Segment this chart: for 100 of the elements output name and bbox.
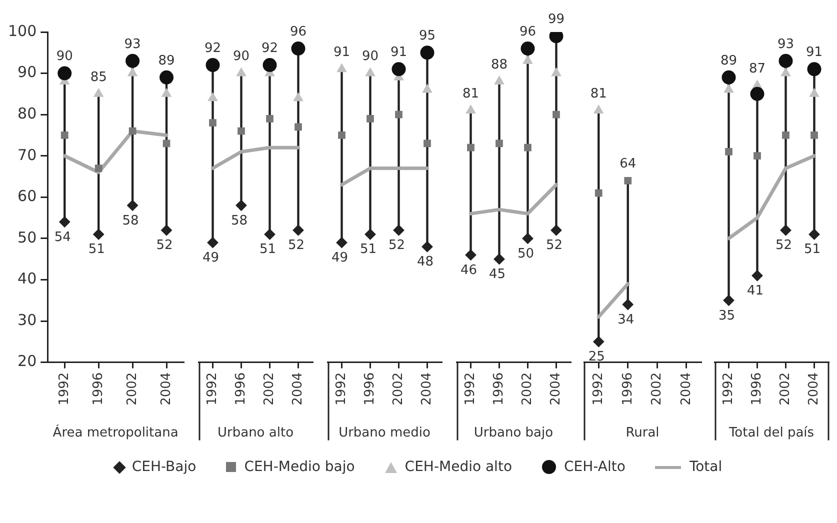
point [550,224,562,236]
data-label: 49 [202,250,220,266]
point [366,115,374,122]
x-tick-label: 2002 [520,372,536,406]
x-axis-title: Área metropolitana [52,424,178,441]
point [780,224,792,236]
point [58,66,72,80]
x-axis-title: Urbano alto [217,426,294,441]
point [264,228,276,240]
point [722,70,736,84]
point [291,42,306,56]
point [161,224,172,236]
data-label: 58 [122,213,139,228]
x-tick-label: 2004 [420,372,435,406]
point [466,104,476,114]
legend-label: CEH-Medio bajo [244,459,355,475]
x-tick-label: 1992 [591,372,606,406]
x-tick-label: 2004 [806,372,822,406]
point [750,86,764,101]
data-label: 90 [56,49,73,64]
point [364,228,376,240]
point [127,200,138,211]
point [59,216,70,228]
data-label: 52 [546,238,563,254]
point [622,299,634,310]
point [624,176,632,184]
data-label: 81 [462,86,480,102]
x-tick-label: 1992 [721,372,736,406]
point [126,54,140,68]
data-label: 96 [290,24,307,40]
data-label: 54 [54,230,71,245]
data-label: 52 [156,238,173,254]
x-tick-label: 1996 [90,372,106,406]
data-label: 91 [390,45,408,60]
data-label: 99 [548,12,565,28]
x-axis-title: Urbano bajo [474,426,554,441]
point [724,84,734,93]
point [60,132,68,139]
y-tick-label: 50 [18,228,37,246]
x-tick-label: 2002 [391,372,406,406]
x-tick-label: 2004 [290,372,306,406]
point [782,132,790,139]
data-label: 25 [588,350,605,365]
x-tick-label: 1996 [234,372,249,406]
legend-label: CEH-Medio alto [404,459,512,475]
x-axis-title: Total del país [728,426,814,441]
x-tick-label: 2002 [262,372,278,406]
legend-label: CEH-Alto [564,459,626,475]
point [725,148,732,156]
data-label: 92 [204,40,222,56]
data-label: 93 [777,36,794,52]
legend-label: Total [689,459,722,475]
y-tick-label: 30 [18,310,37,329]
point [236,200,247,211]
data-label: 51 [88,242,105,258]
point [494,76,504,85]
data-label: 34 [618,312,634,328]
x-tick-label: 2002 [124,372,140,406]
point [524,144,532,152]
data-label: 48 [416,254,434,270]
point [209,119,216,127]
point [422,241,433,252]
data-label: 93 [124,36,141,52]
point [128,68,138,76]
y-tick-label: 60 [18,187,37,206]
x-axis-title: Rural [626,426,660,441]
data-label: 58 [230,213,248,228]
x-tick-label: 2002 [778,372,794,406]
point [522,55,533,64]
point [393,224,404,236]
point [294,123,302,131]
x-tick-label: 1996 [362,372,378,406]
point [395,110,402,118]
data-label: 49 [331,250,348,266]
point [266,115,274,122]
data-label: 96 [519,24,536,40]
point [809,88,820,97]
point [467,144,474,152]
y-tick-label: 40 [18,270,37,288]
y-tick-label: 20 [18,352,37,370]
point [465,249,476,260]
data-label: 51 [259,242,276,258]
point [162,88,172,97]
x-tick-label: 2004 [158,372,174,406]
point [236,68,246,76]
x-tick-label: 2004 [678,372,694,406]
data-label: 92 [261,40,278,56]
data-label: 85 [90,70,107,85]
x-tick-label: 2004 [548,372,564,406]
point [754,152,761,160]
point [238,127,245,135]
data-label: 91 [333,45,350,60]
y-tick-label: 90 [18,63,37,82]
point [594,189,602,197]
data-label: 46 [460,262,478,278]
point [778,54,793,68]
y-tick-label: 80 [18,104,37,122]
data-label: 91 [806,45,823,60]
x-tick-label: 1996 [492,372,507,406]
point [780,68,791,76]
